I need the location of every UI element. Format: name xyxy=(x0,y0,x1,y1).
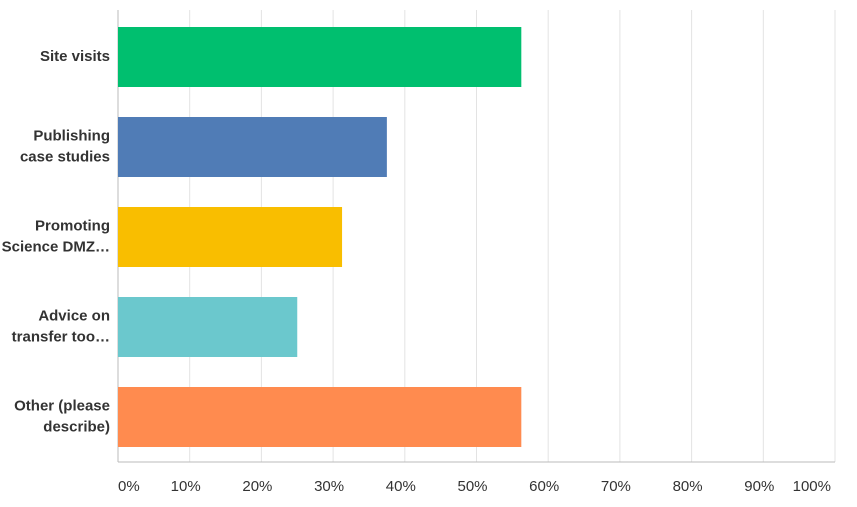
bar xyxy=(118,207,343,267)
y-tick-label-line: Site visits xyxy=(40,48,110,65)
x-tick-label: 100% xyxy=(793,478,831,495)
y-tick-label: Advice on transfer too… xyxy=(12,307,110,345)
y-tick-label-line: describe) xyxy=(43,418,110,435)
y-tick-label-line: Promoting xyxy=(35,217,110,234)
x-tick-label: 80% xyxy=(673,478,703,495)
x-tick-label: 90% xyxy=(744,478,774,495)
x-tick-label: 50% xyxy=(457,478,487,495)
x-tick-label: 10% xyxy=(171,478,201,495)
y-tick-label: Publishing case studies xyxy=(20,127,110,165)
y-tick-label-line: Publishing xyxy=(33,127,110,144)
y-tick-label-line: case studies xyxy=(20,148,110,165)
bar xyxy=(118,387,522,447)
x-tick-label: 40% xyxy=(386,478,416,495)
y-tick-label: Site visits xyxy=(40,48,110,65)
x-tick-label: 60% xyxy=(529,478,559,495)
y-tick-label: Other (please describe) xyxy=(14,397,110,435)
x-tick-label: 70% xyxy=(601,478,631,495)
x-tick-label: 0% xyxy=(118,478,140,495)
y-tick-label-line: Other (please xyxy=(14,397,110,414)
y-tick-label-line: transfer too… xyxy=(12,328,110,345)
bar xyxy=(118,297,298,357)
bar xyxy=(118,117,387,177)
y-tick-label: Promoting Science DMZ… xyxy=(2,217,110,255)
bar xyxy=(118,27,522,87)
y-tick-label-line: Advice on xyxy=(38,307,110,324)
x-tick-label: 20% xyxy=(242,478,272,495)
y-tick-label-line: Science DMZ… xyxy=(2,238,110,255)
x-tick-label: 30% xyxy=(314,478,344,495)
